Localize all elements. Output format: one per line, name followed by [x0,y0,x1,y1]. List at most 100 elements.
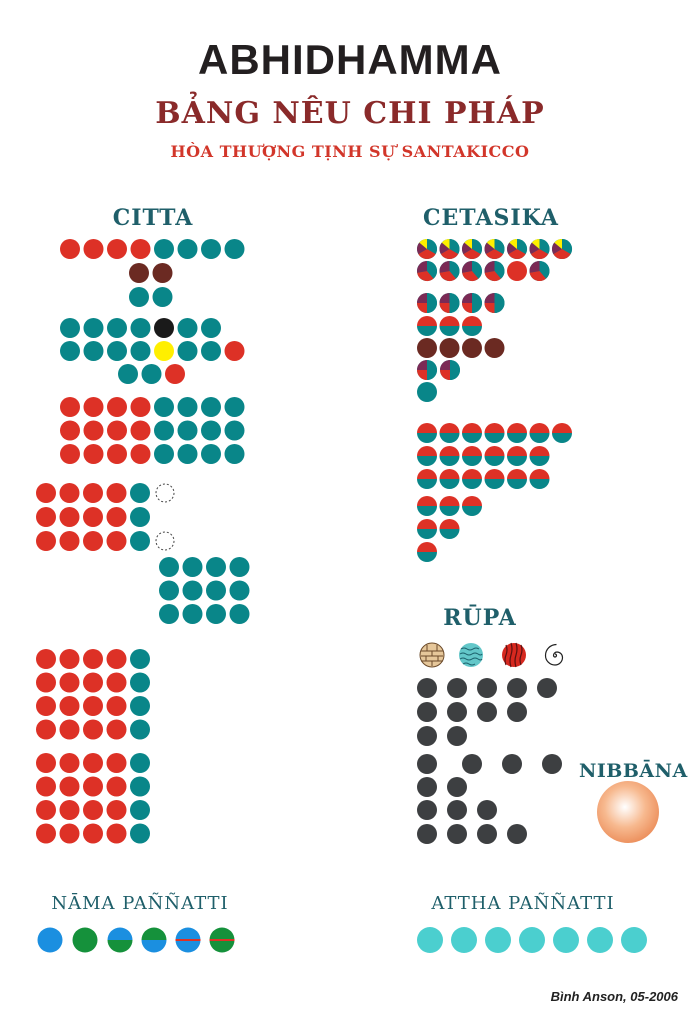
citta-dot [36,719,56,740]
citta-dot [177,239,198,259]
nama-dot [37,927,63,953]
citta-dot [106,649,127,669]
cetasika-dot [439,293,460,313]
cetasika-dot [462,261,482,282]
cetasika-dot [484,238,505,259]
cetasika-dot [462,293,482,313]
rupa-dot [537,678,557,698]
cetasika-label: CETASIKA [423,205,559,231]
citta-dot [224,397,245,417]
rupa-dot [477,678,497,698]
cetasika-dot [417,293,437,313]
citta-dot [36,776,56,797]
rupa-dot [417,702,437,722]
citta-dot [177,397,198,417]
nama-dot [175,927,201,953]
rupa-dot [507,702,527,722]
citta-dot [60,397,80,417]
citta-dot [154,318,174,338]
rupa-dot [477,824,497,844]
cetasika-dot [417,446,437,466]
rupa-dot [447,824,467,844]
cetasika-dot [417,519,437,539]
nibbana-sphere-icon [597,781,659,843]
citta-dot [130,531,150,551]
cetasika-dot [462,423,482,443]
rupa-dot [417,678,437,698]
nama-dot [141,927,167,953]
rupa-dot [447,726,467,746]
cetasika-dot [462,496,482,516]
cetasika-dot [439,446,460,467]
citta-dot [152,287,173,307]
nama-pannatti-label: NĀMA PAÑÑATTI [51,893,229,914]
cetasika-dot [484,469,505,489]
citta-dot [106,823,127,844]
citta-dot [159,580,179,601]
cetasika-dot [529,446,550,467]
citta-dot [83,649,103,669]
cetasika-dot [417,238,437,259]
citta-dot [130,800,150,820]
page-subtitle: BẢNG NÊU CHI PHÁP [155,96,545,131]
rupa-dots [417,642,568,844]
citta-dot [201,420,221,441]
citta-dot [59,507,80,527]
author-line: HÒA THƯỢNG TỊNH SỰ SANTAKICCO [170,142,530,161]
cetasika-dot [439,519,460,539]
attha-dot [587,927,613,953]
citta-dot [130,719,150,740]
rupa-label: RŪPA [443,605,517,631]
citta-dot [106,483,127,503]
citta-dots [36,239,250,844]
page-title: ABHIDHAMMA [198,36,502,83]
citta-dot [130,444,151,464]
rupa-dot [447,777,467,797]
citta-dot [60,420,80,441]
citta-dot [206,604,226,624]
cetasika-dot [440,360,460,380]
cetasika-dot [507,446,527,466]
attha-dot [519,927,545,953]
citta-dot [107,341,127,361]
citta-dot [83,341,104,361]
rupa-dot [417,824,437,844]
citta-dot [182,604,203,624]
citta-dot [83,672,103,693]
cetasika-dot [507,423,527,443]
water-element-icon [459,643,483,667]
citta-dot [129,287,149,307]
citta-dot [201,341,221,361]
citta-dot [206,557,226,577]
citta-dot [130,672,150,693]
citta-dot [60,318,80,338]
cetasika-dot [417,382,437,402]
cetasika-dot [507,469,527,489]
citta-dot [59,483,80,503]
rupa-dot [462,754,482,774]
citta-dot [83,507,103,527]
cetasika-dot [462,446,482,466]
citta-dot [159,557,179,577]
cetasika-dot [507,238,527,259]
cetasika-dot [439,316,460,337]
empty-dot [155,483,175,503]
citta-dot [83,397,104,417]
citta-dot [106,672,127,693]
cetasika-dot [529,469,550,489]
citta-dot [106,696,127,716]
cetasika-dot [439,261,460,282]
cetasika-dot [462,316,482,336]
attha-pannatti-label: ATTHA PAÑÑATTI [431,893,615,914]
citta-dot [83,823,103,844]
citta-dot [107,318,127,338]
citta-dot [201,397,221,417]
citta-dot [201,239,221,259]
citta-label: CITTA [112,205,194,231]
citta-dot [177,341,198,361]
rupa-dot [447,702,467,722]
citta-dot [106,753,127,773]
citta-dot [177,420,198,441]
citta-dot [60,444,80,464]
citta-dot [36,483,56,503]
